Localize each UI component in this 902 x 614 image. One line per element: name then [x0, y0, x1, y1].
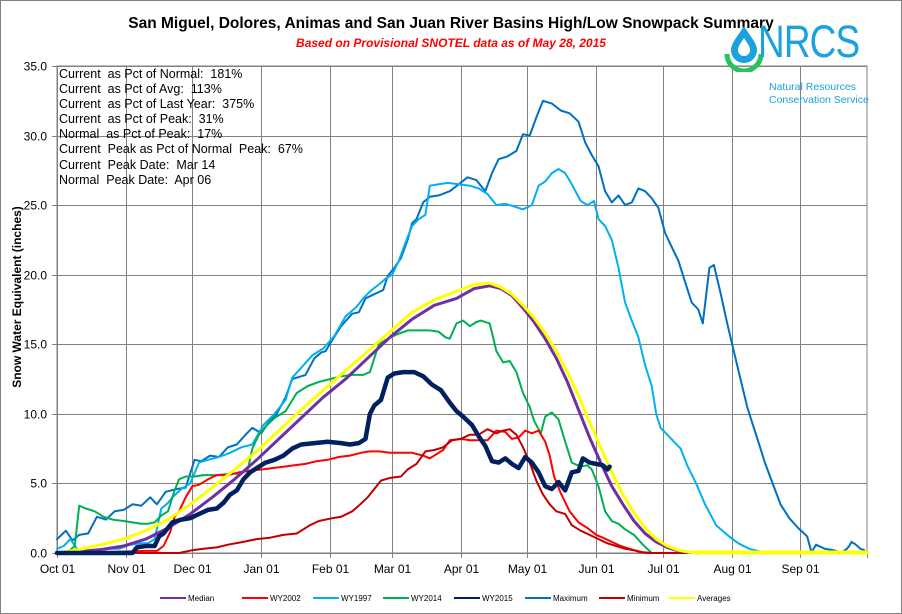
x-tick-label: Oct 01 — [40, 562, 76, 576]
legend-item-wy2015: WY2015 — [454, 591, 513, 605]
stat-current-pct-last-year: Current as Pct of Last Year: 375% — [59, 97, 255, 112]
y-tick-label: 30.0 — [24, 130, 48, 144]
legend-swatch — [313, 597, 339, 599]
stat-current-pct-normal: Current as Pct of Normal: 181% — [59, 67, 243, 81]
y-tick-label: 15.0 — [24, 338, 48, 352]
series-line-wy1997 — [56, 168, 773, 554]
nrcs-logo: NRCS Natural Resources Conservation Serv… — [724, 16, 874, 106]
legend-swatch — [599, 597, 625, 599]
series-line-wy2015 — [54, 369, 612, 556]
legend-item-wy1997: WY1997 — [313, 591, 372, 605]
series-line-wy2014 — [56, 319, 653, 554]
x-tick-label: Sep 01 — [781, 562, 819, 576]
y-axis-ticks: 0.0 5.0 10.0 15.0 20.0 25.0 30.0 35.0 — [24, 60, 57, 561]
water-drop-icon — [724, 26, 764, 72]
y-tick-label: 20.0 — [24, 269, 48, 283]
legend-item-wy2002: WY2002 — [242, 591, 301, 605]
series-line-median — [55, 284, 869, 555]
x-axis-ticks: Oct 01 Nov 01 Dec 01 Jan 01 Feb 01 Mar 01 Apr … — [40, 553, 868, 576]
x-tick-label: Feb 01 — [312, 562, 350, 576]
legend-swatch — [160, 597, 186, 599]
logo-subtitle: Natural Resources Conservation Service — [769, 81, 869, 106]
legend: Median WY2002 WY1997 WY2014 WY2015 Maxim… — [0, 591, 902, 605]
chart-subtitle: Based on Provisional SNOTEL data as of M… — [296, 36, 606, 50]
legend-item-median: Median — [160, 591, 214, 605]
legend-item-maximum: Maximum — [525, 591, 588, 605]
series-line-wy2002 — [56, 429, 868, 554]
stat-normal-pct-peak: Normal as Pct of Peak: 17% — [59, 127, 223, 142]
series-lines — [54, 99, 869, 556]
x-tick-label: Jun 01 — [578, 562, 614, 576]
y-tick-label: 10.0 — [24, 408, 48, 422]
series-line-maximum — [56, 99, 844, 554]
y-tick-label: 0.0 — [30, 547, 47, 561]
series-line-averages — [55, 281, 869, 555]
legend-item-minimum: Minimum — [599, 591, 659, 605]
series-line-minimum — [56, 428, 868, 554]
x-tick-label: Aug 01 — [713, 562, 751, 576]
legend-swatch — [525, 597, 551, 599]
stat-normal-peak-date: Normal Peak Date: Apr 06 — [59, 172, 212, 187]
x-tick-label: Jan 01 — [243, 562, 279, 576]
x-tick-label: May 01 — [508, 562, 548, 576]
y-tick-label: 35.0 — [24, 60, 48, 74]
legend-swatch — [242, 597, 268, 599]
chart-title: San Miguel, Dolores, Animas and San Juan… — [128, 15, 774, 32]
x-tick-label: Jul 01 — [647, 562, 679, 576]
y-tick-label: 25.0 — [24, 199, 48, 213]
stat-current-peak-date: Current Peak Date: Mar 14 — [59, 157, 216, 172]
legend-swatch — [383, 597, 409, 599]
stat-current-pct-avg: Current as Pct of Avg: 113% — [59, 82, 222, 97]
legend-item-wy2014: WY2014 — [383, 591, 442, 605]
x-tick-label: Mar 01 — [374, 562, 412, 576]
x-tick-label: Dec 01 — [173, 562, 211, 576]
x-tick-label: Apr 01 — [444, 562, 480, 576]
y-axis-label: Snow Water Equivalent (inches) — [10, 206, 24, 388]
logo-wordmark: NRCS — [758, 16, 860, 67]
legend-swatch — [454, 597, 480, 599]
x-tick-label: Nov 01 — [107, 562, 145, 576]
stats-box: Current as Pct of Normal: 181% Current a… — [59, 67, 303, 188]
legend-swatch — [669, 597, 695, 599]
legend-item-averages: Averages — [669, 591, 731, 605]
y-tick-label: 5.0 — [30, 477, 47, 491]
stat-current-peak-pct-normal-peak: Current Peak as Pct of Normal Peak: 67% — [59, 142, 303, 157]
stat-current-pct-peak: Current as Pct of Peak: 31% — [59, 112, 224, 127]
